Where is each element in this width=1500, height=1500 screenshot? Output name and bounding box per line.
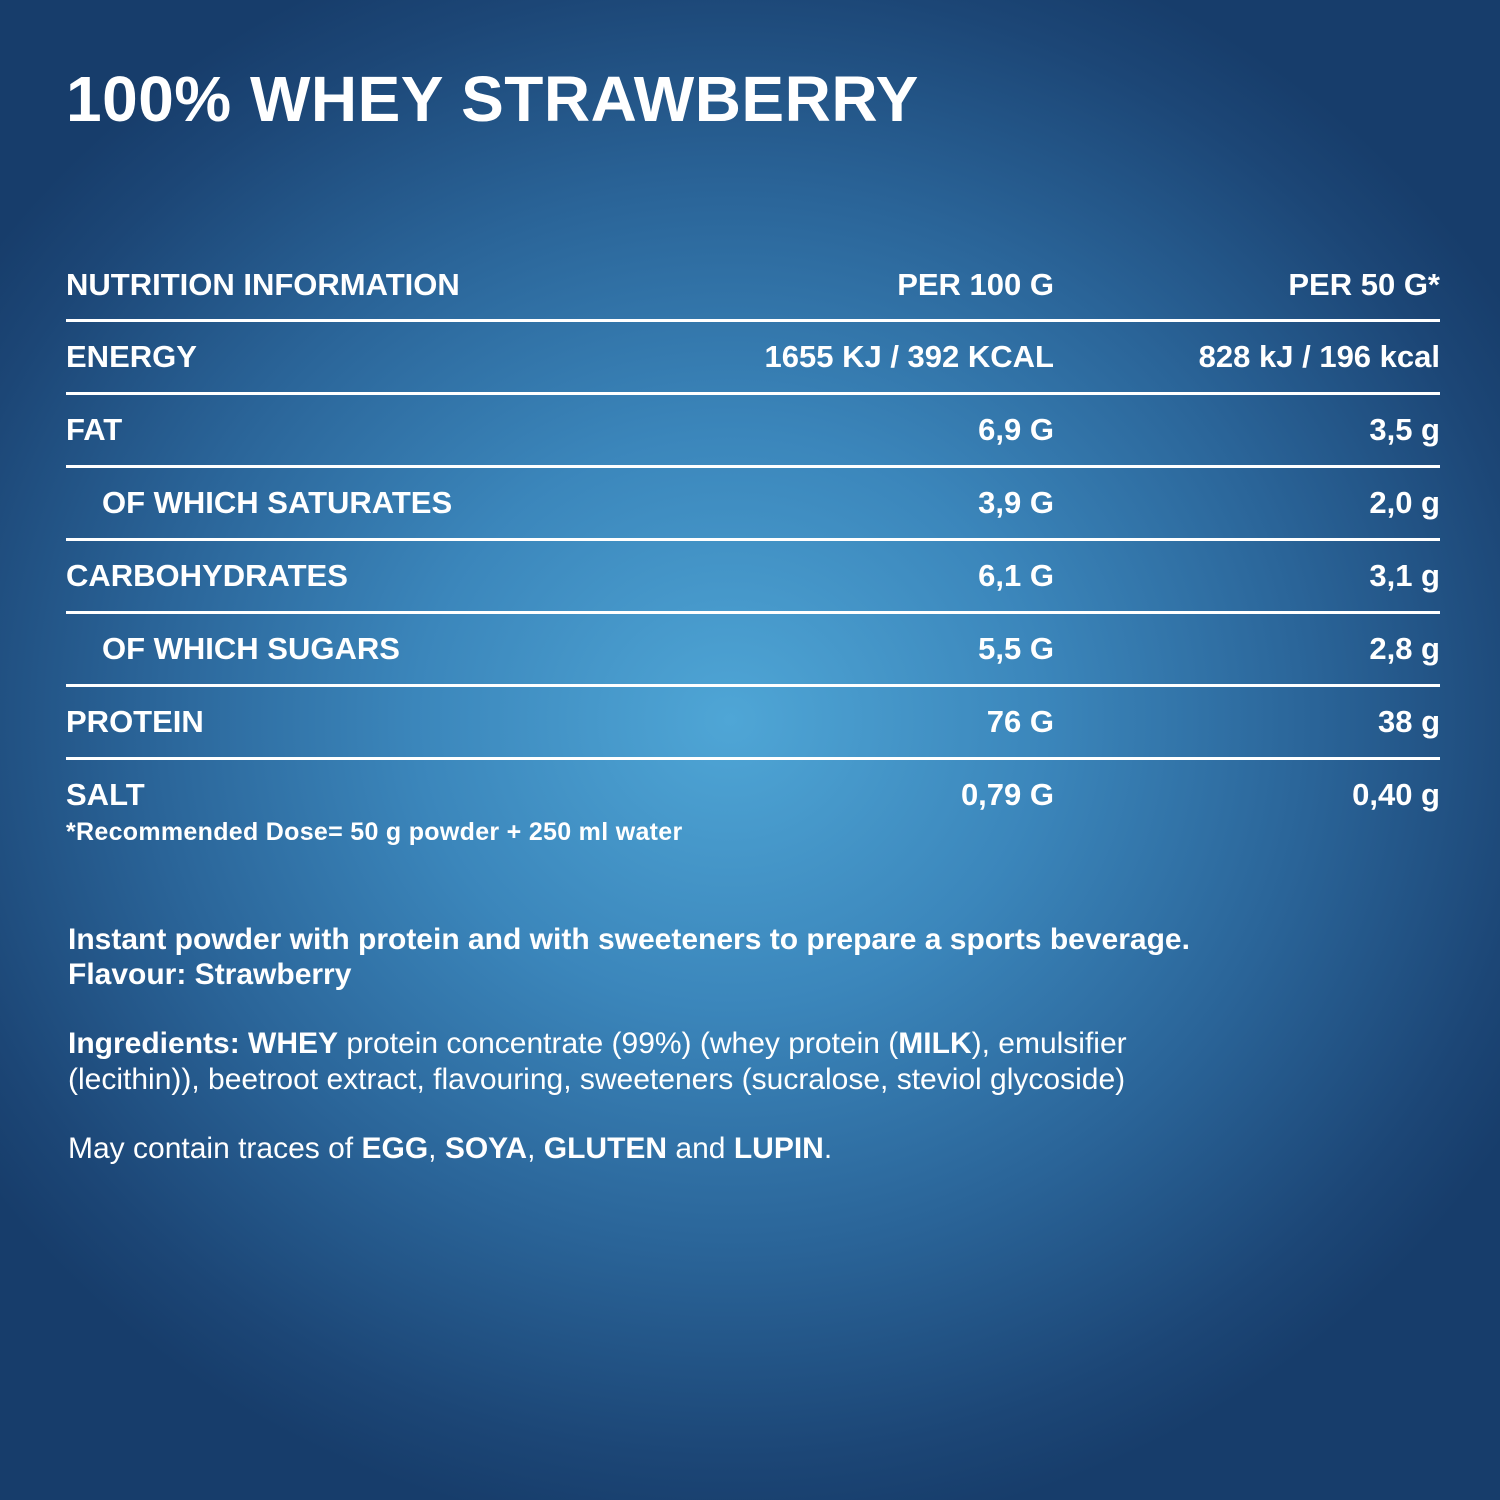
- table-row: PROTEIN 76 G 38 g: [66, 684, 1440, 757]
- recommended-dose-footnote: *Recommended Dose= 50 g powder + 250 ml …: [66, 818, 683, 846]
- row-label: PROTEIN: [66, 704, 204, 739]
- traces-prefix: May contain traces of: [68, 1132, 362, 1165]
- row-label: CARBOHYDRATES: [66, 558, 348, 593]
- traces-separator: ,: [428, 1132, 445, 1165]
- allergen-lupin: LUPIN: [733, 1132, 824, 1165]
- row-value-per-50g: 0,40 g: [1352, 777, 1440, 812]
- table-row: OF WHICH SUGARS 5,5 G 2,8 g: [66, 611, 1440, 684]
- table-row: FAT 6,9 G 3,5 g: [66, 392, 1440, 465]
- table-row: ENERGY 1655 KJ / 392 KCAL 828 kJ / 196 k…: [66, 319, 1440, 392]
- table-row: SALT 0,79 G 0,40 g: [66, 757, 1440, 830]
- row-value-per-50g: 3,5 g: [1369, 412, 1440, 447]
- ingredients-part-1: protein concentrate (99%) (whey protein …: [338, 1027, 899, 1060]
- row-value-per-100g: 0,79 G: [960, 777, 1054, 812]
- traces-end: .: [823, 1132, 833, 1165]
- traces-and: and: [667, 1132, 734, 1165]
- row-value-per-50g: 828 kJ / 196 kcal: [1198, 339, 1440, 374]
- allergen-whey: WHEY: [248, 1027, 339, 1060]
- row-value-per-100g: 1655 KJ / 392 KCAL: [764, 339, 1054, 374]
- allergen-gluten: GLUTEN: [543, 1132, 668, 1165]
- row-value-per-100g: 76 G: [986, 704, 1054, 739]
- traces-separator: ,: [527, 1132, 544, 1165]
- allergen-milk: MILK: [898, 1027, 972, 1060]
- page-title: 100% WHEY STRAWBERRY: [66, 63, 919, 135]
- row-value-per-100g: 6,9 G: [978, 412, 1054, 447]
- row-value-per-50g: 3,1 g: [1369, 558, 1440, 593]
- ingredients-line-2: (lecithin)), beetroot extract, flavourin…: [68, 1063, 1126, 1096]
- allergen-soya: SOYA: [444, 1132, 528, 1165]
- row-value-per-100g: 6,1 G: [978, 558, 1054, 593]
- row-label: FAT: [66, 412, 123, 447]
- allergen-egg: EGG: [361, 1132, 429, 1165]
- table-row: OF WHICH SATURATES 3,9 G 2,0 g: [66, 465, 1440, 538]
- ingredients-part-2: ), emulsifier: [971, 1027, 1127, 1060]
- allergen-traces: May contain traces of EGG, SOYA, GLUTEN …: [68, 1131, 1448, 1167]
- header-per-100g: PER 100 G: [897, 266, 1054, 302]
- row-label: OF WHICH SATURATES: [102, 485, 453, 520]
- nutrition-table: NUTRITION INFORMATION PER 100 G PER 50 G…: [66, 250, 1440, 830]
- ingredients-label: Ingredients:: [68, 1027, 249, 1060]
- header-nutrition-information: NUTRITION INFORMATION: [66, 266, 460, 302]
- row-value-per-50g: 2,8 g: [1369, 631, 1440, 666]
- row-label: SALT: [66, 777, 145, 812]
- ingredients-text: Ingredients: WHEY protein concentrate (9…: [68, 1026, 1448, 1098]
- row-label: OF WHICH SUGARS: [102, 631, 400, 666]
- row-value-per-50g: 2,0 g: [1369, 485, 1440, 520]
- flavour-line: Flavour: Strawberry: [68, 958, 352, 991]
- product-description: Instant powder with protein and with swe…: [68, 922, 1448, 992]
- row-value-per-100g: 5,5 G: [978, 631, 1054, 666]
- row-value-per-100g: 3,9 G: [978, 485, 1054, 520]
- row-label: ENERGY: [66, 339, 197, 374]
- header-per-50g: PER 50 G*: [1288, 266, 1440, 302]
- table-header-row: NUTRITION INFORMATION PER 100 G PER 50 G…: [66, 250, 1440, 319]
- ingredients-line-1: Ingredients: WHEY protein concentrate (9…: [68, 1026, 1448, 1062]
- description-line: Instant powder with protein and with swe…: [68, 923, 1190, 956]
- row-value-per-50g: 38 g: [1377, 704, 1440, 739]
- table-row: CARBOHYDRATES 6,1 G 3,1 g: [66, 538, 1440, 611]
